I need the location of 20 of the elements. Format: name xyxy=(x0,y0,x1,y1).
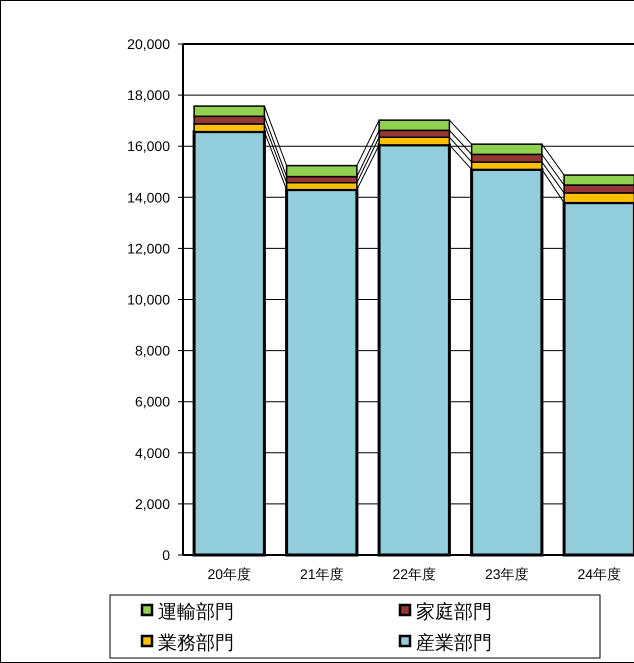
y-tick-label: 14,000 xyxy=(127,189,170,206)
x-tick-label: 22年度 xyxy=(392,566,436,582)
x-tick-label: 23年度 xyxy=(484,566,529,582)
legend-label: 家庭部門 xyxy=(416,601,492,623)
x-tick-label: 21年度 xyxy=(300,566,344,582)
y-tick-label: 0 xyxy=(162,547,170,563)
y-tick-label: 18,000 xyxy=(127,87,170,104)
legend-label: 運輸部門 xyxy=(158,601,234,623)
y-tick-label: 10,000 xyxy=(127,292,170,308)
x-tick-label: 20年度 xyxy=(207,566,252,582)
y-tick-label: 12,000 xyxy=(127,240,170,256)
y-tick-label: 6,000 xyxy=(134,394,170,410)
y-tick-label: 8,000 xyxy=(134,342,170,359)
legend-label: 産業部門 xyxy=(416,632,492,654)
y-tick-label: 4,000 xyxy=(134,444,170,461)
y-tick-label: 2,000 xyxy=(134,496,170,512)
y-tick-label: 20,000 xyxy=(127,36,170,52)
y-tick-label: 16,000 xyxy=(127,138,170,154)
legend-label: 業務部門 xyxy=(158,632,234,654)
x-tick-label: 24年度 xyxy=(577,566,622,582)
